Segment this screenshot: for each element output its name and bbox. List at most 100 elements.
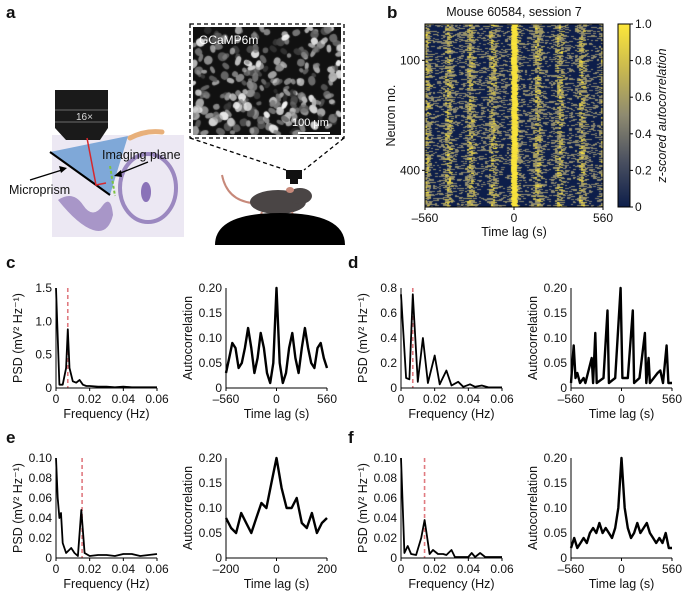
image-inset-frame: [189, 23, 345, 139]
data-line: [224, 286, 329, 385]
panel-letter-f: f: [348, 428, 354, 447]
heatmap-frame: [424, 23, 604, 208]
objective-label: 16×: [76, 112, 93, 123]
y-tick-label: 0.20: [199, 281, 223, 295]
y-tick-label: 0.06: [374, 491, 398, 505]
y-tick-label: 0.15: [199, 306, 223, 320]
mouse-tail: [221, 174, 253, 204]
laser-path: [86, 137, 107, 186]
colorbar: [617, 23, 631, 208]
zoom-line: [303, 137, 345, 171]
y-axis-label: PSD (mV² Hz⁻¹): [356, 463, 370, 553]
y-tick-label: 0.10: [29, 451, 53, 465]
y-tick-label: 0.04: [374, 511, 398, 525]
y-tick-label: 0: [215, 381, 222, 395]
y-tick-label: 0.2: [380, 356, 397, 370]
zoom-line: [189, 137, 287, 171]
y-tick-label: 0.05: [199, 356, 223, 370]
y-tick-label: 0.20: [544, 281, 568, 295]
data-line: [224, 456, 328, 535]
mouse-ear: [286, 187, 294, 193]
y-tick-label: 0.15: [544, 476, 568, 490]
axes: [225, 458, 327, 559]
y-tick-label: 1.5: [35, 281, 52, 295]
x-tick-label: 560: [662, 562, 682, 576]
mouse-head: [288, 188, 312, 204]
microprism-arrow: [29, 169, 63, 181]
y-tick-label: 0.10: [199, 501, 223, 515]
y-tick-label: 400: [400, 163, 420, 177]
data-line: [569, 286, 672, 385]
x-axis-label: Time lag (s): [244, 407, 310, 421]
y-tick-label: 0.15: [544, 306, 568, 320]
x-tick-label: 0.02: [78, 392, 102, 406]
y-tick-label: 100: [400, 53, 420, 67]
y-axis-label: Autocorrelation: [526, 296, 540, 380]
axes: [400, 458, 502, 559]
colorbar-tick-label: 1.0: [635, 17, 652, 31]
plot-d-autocorrelation: [569, 286, 673, 391]
headplate: [127, 129, 165, 141]
x-tick-label: –560: [558, 392, 585, 406]
axes: [55, 458, 157, 559]
data-line: [400, 457, 502, 558]
x-tick-label: –560: [558, 562, 585, 576]
x-axis-label: Frequency (Hz): [63, 407, 149, 421]
panel-letter-b: b: [387, 3, 397, 22]
colorbar-tick-label: 0.2: [635, 163, 652, 177]
y-tick-label: 0.08: [374, 471, 398, 485]
x-tick-label: 0.06: [145, 392, 169, 406]
y-tick-label: 0: [390, 551, 397, 565]
x-tick-label: 0: [273, 562, 280, 576]
y-tick-label: 0.6: [380, 306, 397, 320]
plots: Mouse 60584, session 7–560 0 560100400Time…: [11, 5, 682, 591]
y-tick-label: 0.05: [544, 526, 568, 540]
gcamp-microscopy-image: [193, 27, 341, 135]
y-axis-label: Neuron no.: [384, 85, 398, 147]
colorbar-tick-label: 0.8: [635, 54, 652, 68]
microprism-label: Microprism: [9, 183, 70, 197]
y-tick-label: 0.10: [374, 451, 398, 465]
gcamp-label: GCaMP6m: [199, 33, 258, 47]
y-axis-label: Autocorrelation: [181, 296, 195, 380]
y-tick-label: 0.02: [29, 531, 53, 545]
data-line: [55, 457, 158, 557]
y-tick-label: 0.15: [199, 476, 223, 490]
x-tick-label: 0: [273, 392, 280, 406]
x-tick-label: 0.04: [457, 392, 481, 406]
x-tick-label: 0: [511, 211, 518, 225]
y-tick-label: 0: [45, 551, 52, 565]
plot-c-psd: [55, 287, 158, 391]
arrow-head: [59, 166, 67, 173]
data-line: [55, 287, 157, 389]
y-tick-label: 0: [390, 381, 397, 395]
y-tick-label: 0.20: [544, 451, 568, 465]
mouse-objective-icon: [286, 170, 302, 179]
imaging-plane-arrow: [117, 161, 149, 175]
y-axis-label: PSD (mV² Hz⁻¹): [11, 293, 25, 383]
y-tick-label: 0: [45, 381, 52, 395]
x-tick-label: 0: [398, 392, 405, 406]
heatmap-image: [425, 24, 603, 207]
x-tick-label: –560: [213, 392, 240, 406]
y-axis-label: PSD (mV² Hz⁻¹): [11, 463, 25, 553]
y-tick-label: 0: [215, 551, 222, 565]
imaging-plane-label: Imaging plane: [102, 148, 181, 162]
x-tick-label: 0.06: [145, 562, 169, 576]
scale-bar-label: 100 μm: [292, 117, 329, 129]
microprism-edge: [49, 151, 111, 196]
panel-letter-d: d: [348, 253, 358, 272]
y-tick-label: 0.8: [380, 281, 397, 295]
x-axis-label: Time lag (s): [589, 407, 655, 421]
x-axis-label: Time lag (s): [589, 577, 655, 591]
x-tick-label: 560: [662, 392, 682, 406]
x-axis-label: Frequency (Hz): [408, 407, 494, 421]
x-tick-label: 0.02: [423, 392, 447, 406]
colorbar-tick-label: 0.6: [635, 90, 652, 104]
plot-f-autocorrelation: [569, 456, 673, 561]
data-line: [569, 456, 672, 550]
x-tick-label: 0.04: [112, 562, 136, 576]
x-tick-label: –200: [213, 562, 240, 576]
panel-letter-e: e: [6, 428, 15, 447]
